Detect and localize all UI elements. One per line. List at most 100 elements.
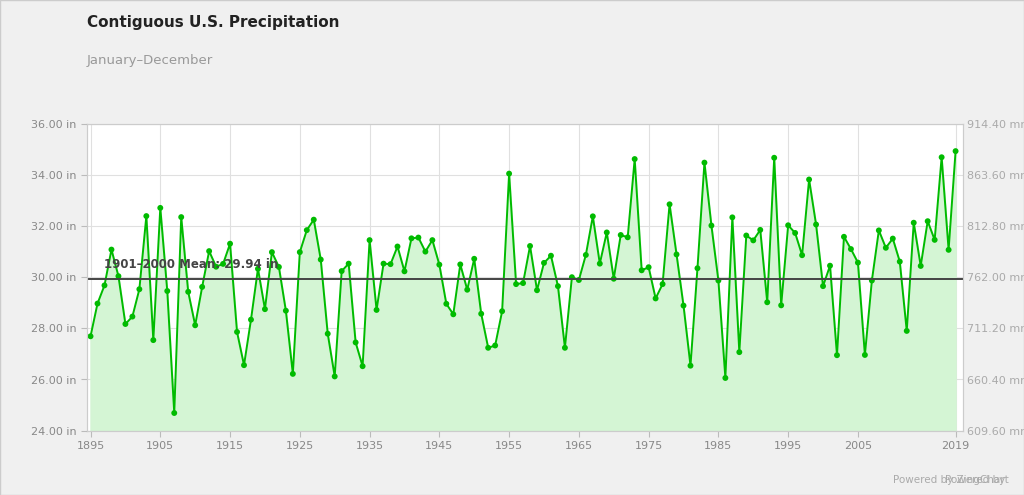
Point <box>717 374 733 382</box>
Point <box>592 260 608 268</box>
Point <box>703 222 720 230</box>
Point <box>327 372 343 380</box>
Text: Powered by: Powered by <box>945 475 1009 485</box>
Point <box>934 153 950 161</box>
Point <box>724 213 740 221</box>
Point <box>424 236 440 244</box>
Point <box>752 226 768 234</box>
Point <box>786 229 803 237</box>
Point <box>794 251 810 259</box>
Point <box>536 259 552 267</box>
Text: Powered by ZingChart: Powered by ZingChart <box>893 475 1009 485</box>
Point <box>870 226 887 234</box>
Point <box>166 409 182 417</box>
Point <box>850 259 866 267</box>
Point <box>522 242 539 250</box>
Point <box>905 219 922 227</box>
Point <box>173 213 189 221</box>
Point <box>634 266 650 274</box>
Point <box>738 232 755 240</box>
Point <box>487 342 504 349</box>
Point <box>620 233 636 241</box>
Point <box>612 231 629 239</box>
Point <box>445 310 462 318</box>
Point <box>452 260 468 268</box>
Point <box>257 305 273 313</box>
Point <box>466 255 482 263</box>
Point <box>927 236 943 244</box>
Text: 1901–2000 Mean: 29.94 in: 1901–2000 Mean: 29.94 in <box>104 258 279 271</box>
Point <box>194 283 210 291</box>
Point <box>745 237 762 245</box>
Point <box>550 282 566 290</box>
Point <box>382 260 398 268</box>
Point <box>438 300 455 308</box>
Point <box>627 155 643 163</box>
Point <box>131 285 147 293</box>
Point <box>299 226 315 234</box>
Point <box>89 299 105 307</box>
Point <box>662 200 678 208</box>
Point <box>201 247 217 255</box>
Point <box>124 313 140 321</box>
Point <box>508 280 524 288</box>
Point <box>180 288 197 296</box>
Point <box>236 361 252 369</box>
Point <box>153 204 169 212</box>
Point <box>828 351 845 359</box>
Point <box>117 320 133 328</box>
Point <box>669 250 685 258</box>
Point <box>759 298 775 306</box>
Point <box>815 282 831 290</box>
Point <box>312 255 329 263</box>
Point <box>250 265 266 273</box>
Point <box>494 307 510 315</box>
Point <box>340 260 356 268</box>
Point <box>654 280 671 288</box>
Point <box>836 233 852 241</box>
Point <box>766 154 782 162</box>
Point <box>389 243 406 250</box>
Point <box>605 275 622 283</box>
Point <box>585 212 601 220</box>
Point <box>689 264 706 272</box>
Point <box>898 327 914 335</box>
Point <box>270 263 287 271</box>
Point <box>243 316 259 324</box>
Point <box>947 147 964 155</box>
Point <box>473 310 489 318</box>
Point <box>215 260 231 268</box>
Text: January–December: January–December <box>87 54 213 67</box>
Point <box>515 279 531 287</box>
Point <box>543 252 559 260</box>
Point <box>96 282 113 290</box>
Point <box>501 170 517 178</box>
Point <box>431 261 447 269</box>
Point <box>403 234 420 242</box>
Point <box>731 348 748 356</box>
Point <box>396 267 413 275</box>
Point <box>334 267 350 275</box>
Point <box>528 286 545 294</box>
Point <box>843 245 859 253</box>
Point <box>878 244 894 252</box>
Point <box>138 212 155 220</box>
Point <box>920 217 936 225</box>
Point <box>369 306 385 314</box>
Point <box>822 262 839 270</box>
Point <box>563 273 580 281</box>
Point <box>578 251 594 259</box>
Point <box>208 263 224 271</box>
Point <box>411 234 427 242</box>
Point <box>187 321 204 329</box>
Point <box>459 286 475 294</box>
Point <box>292 248 308 256</box>
Point <box>885 235 901 243</box>
Point <box>773 301 790 309</box>
Point <box>801 176 817 184</box>
Point <box>696 159 713 167</box>
Point <box>780 221 797 229</box>
Point <box>675 301 691 309</box>
Point <box>278 307 294 315</box>
Point <box>361 236 378 244</box>
